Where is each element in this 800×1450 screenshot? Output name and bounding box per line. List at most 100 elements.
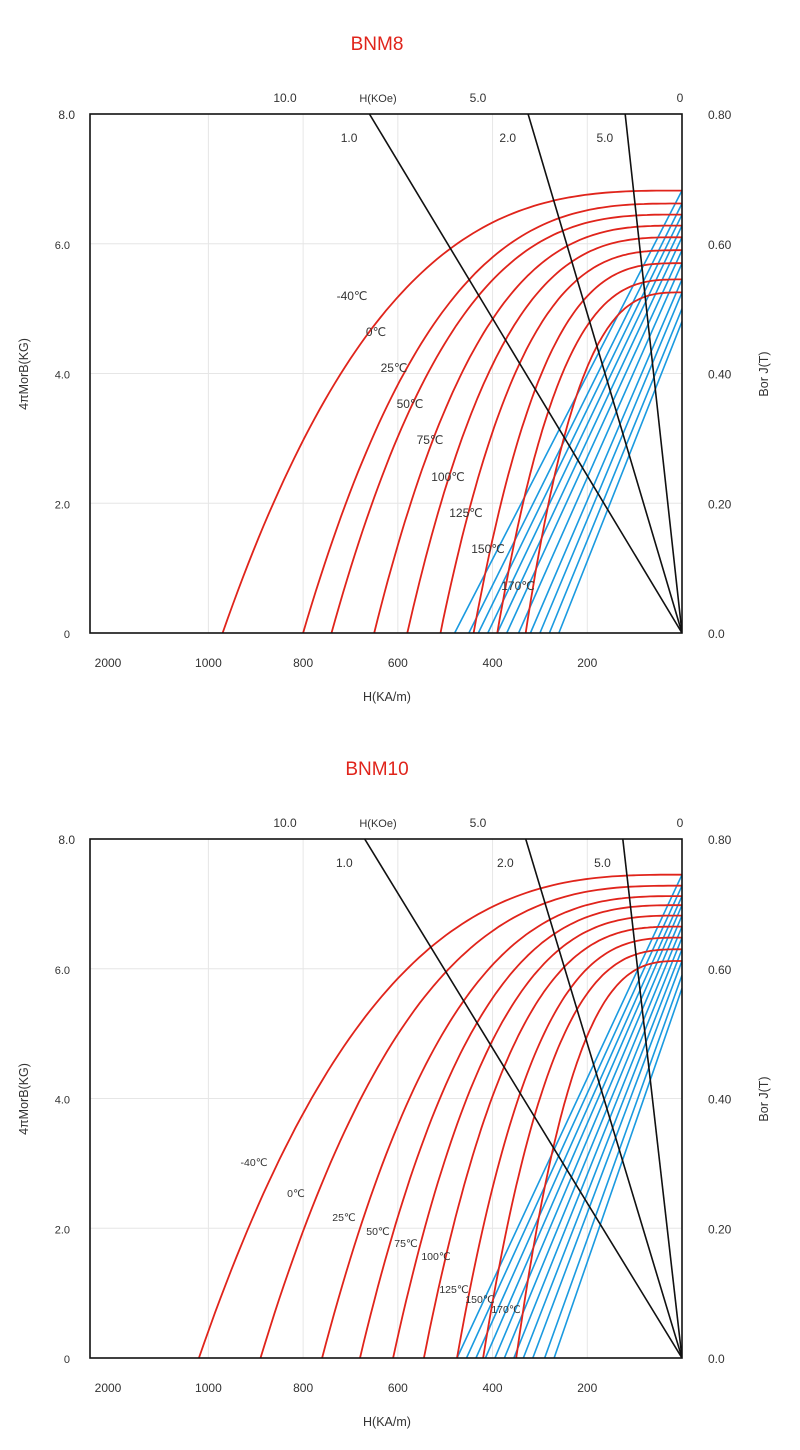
temp-label-4: 50℃ (397, 397, 424, 411)
demag-curve-8 (482, 948, 682, 1358)
temp-label-8: 150℃ (465, 1294, 494, 1306)
y-right-tick-label: 0.40 (708, 1093, 732, 1107)
load-line-label-3: 5.0 (596, 131, 613, 145)
recoil-line-10 (548, 308, 682, 633)
plot-frame (89, 113, 683, 634)
top-tick-label: 5.0 (470, 816, 487, 830)
temp-label-6: 100℃ (421, 1251, 450, 1263)
demag-curve-6 (423, 925, 682, 1358)
y-right-tick-label: 0.20 (708, 1222, 732, 1236)
demag-curve-4 (359, 904, 682, 1358)
demag-curve-3 (330, 213, 682, 633)
x-tick-label: 2000 (95, 1381, 122, 1395)
plot-area (198, 839, 682, 1358)
load-line-label-2: 2.0 (497, 856, 514, 870)
top-axis-title: H(KOe) (359, 93, 396, 105)
chart-title: BNM10 (345, 759, 408, 780)
y-left-axis-title: 4πMorB(KG) (17, 338, 31, 410)
demag-curve-5 (406, 236, 682, 633)
recoil-line-9 (539, 292, 682, 633)
x-tick-label: 1000 (195, 1381, 222, 1395)
y-right-tick-label: 0.0 (708, 1352, 725, 1366)
chart-bnm8: BNM8 1.0 2.0 5.0 -40℃ 0℃ 25℃ 50℃ 75℃ 100℃ 125℃ 150℃… (17, 34, 771, 704)
demag-curve-1 (198, 873, 682, 1358)
grid (90, 839, 682, 1358)
demag-curve-7 (472, 262, 682, 633)
top-tick-label: 0 (677, 816, 684, 830)
recoil-line-6 (506, 249, 682, 633)
recoil-line-5 (496, 236, 682, 633)
recoil-line-1 (453, 190, 682, 633)
x-tick-label: 800 (293, 1381, 313, 1395)
y-left-tick-label: 0 (64, 1354, 70, 1366)
load-line-2 (527, 114, 682, 633)
y-right-tick-label: 0.80 (708, 108, 732, 122)
x-tick-label: 600 (388, 656, 408, 670)
load-line-label-3: 5.0 (594, 856, 611, 870)
temp-label-6: 100℃ (431, 470, 465, 484)
top-tick-label: 10.0 (273, 91, 297, 105)
recoil-line-5 (494, 915, 682, 1358)
temp-label-7: 125℃ (449, 506, 483, 520)
y-left-tick-label: 4.0 (55, 370, 70, 382)
temp-label-8: 150℃ (471, 542, 505, 556)
demag-curve-6 (439, 249, 682, 633)
recoil-line-9 (532, 960, 682, 1358)
demag-curve-3 (321, 895, 682, 1358)
recoil-line-10 (543, 974, 682, 1358)
y-right-tick-label: 0.60 (708, 963, 732, 977)
x-tick-label: 2000 (95, 656, 122, 670)
x-tick-label: 600 (388, 1381, 408, 1395)
recoil-line-1 (456, 874, 682, 1358)
load-line-2 (524, 839, 682, 1358)
x-tick-label: 400 (483, 656, 503, 670)
recoil-line-2 (468, 203, 682, 633)
load-line-label-1: 1.0 (336, 856, 353, 870)
x-tick-label: 200 (577, 1381, 597, 1395)
y-left-tick-label: 2.0 (55, 499, 70, 511)
top-tick-label: 0 (677, 91, 684, 105)
load-line-1 (368, 114, 682, 633)
recoil-line-7 (513, 937, 682, 1358)
temp-label-5: 75℃ (417, 433, 444, 447)
y-right-tick-label: 0.20 (708, 497, 732, 511)
load-line-label-1: 1.0 (341, 131, 358, 145)
x-axis-title: H(KA/m) (363, 690, 411, 704)
y-right-tick-label: 0.80 (708, 833, 732, 847)
plot-area (221, 114, 682, 633)
y-left-axis-title: 4πMorB(KG) (17, 1063, 31, 1135)
y-right-axis-title: Bor J(T) (757, 1076, 771, 1121)
y-right-tick-label: 0.40 (708, 368, 732, 382)
load-line-label-2: 2.0 (499, 131, 516, 145)
y-left-tick-label: 6.0 (55, 965, 70, 977)
top-tick-label: 5.0 (470, 91, 487, 105)
load-line-3 (622, 839, 682, 1358)
demag-curve-1 (221, 189, 682, 633)
recoil-line-7 (517, 262, 682, 633)
y-left-tick-label: 6.0 (55, 240, 70, 252)
temp-label-9: 170℃ (501, 579, 535, 593)
top-axis-title: H(KOe) (359, 818, 396, 830)
recoil-line-4 (487, 225, 682, 633)
chart-bnm10: BNM10 1.0 2.0 5.0 -40℃ 0℃ 25℃ 50℃ 75℃ 100℃ 125℃ 150… (0, 725, 800, 1450)
x-axis-title: H(KA/m) (363, 1415, 411, 1429)
temp-label-1: -40℃ (337, 289, 368, 303)
recoil-line-11 (558, 321, 682, 633)
demag-curve-9 (515, 960, 682, 1358)
recoil-line-4 (484, 904, 682, 1358)
temp-label-2: 0℃ (366, 325, 386, 339)
temp-label-5: 75℃ (394, 1238, 417, 1250)
chart-title: BNM8 (351, 34, 404, 55)
load-line-1 (364, 839, 682, 1358)
temp-label-7: 125℃ (439, 1284, 468, 1296)
load-line-3 (624, 114, 682, 633)
recoil-line-6 (503, 926, 682, 1358)
temp-label-3: 25℃ (332, 1212, 355, 1224)
recoil-line-11 (553, 987, 682, 1358)
x-tick-label: 200 (577, 656, 597, 670)
temp-label-9: 170℃ (491, 1304, 520, 1316)
chart-svg: BNM10 1.0 2.0 5.0 -40℃ 0℃ 25℃ 50℃ 75℃ 100℃ 125℃150… (17, 759, 771, 1429)
top-tick-label: 10.0 (273, 816, 297, 830)
demag-curve-7 (456, 936, 682, 1358)
temp-label-4: 50℃ (366, 1226, 389, 1238)
